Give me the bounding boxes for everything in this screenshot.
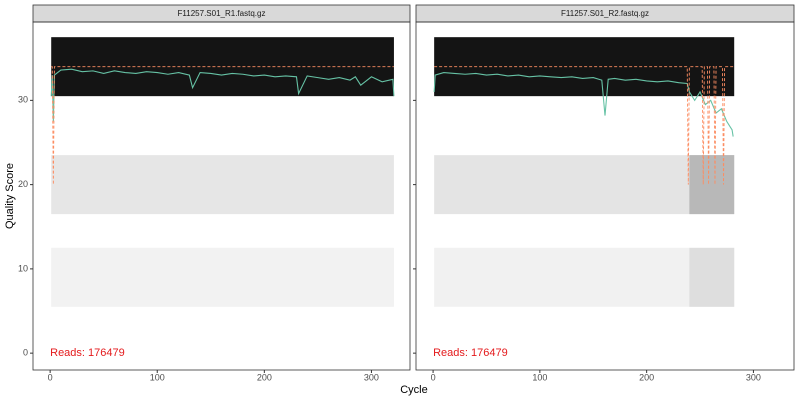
panel-title: F11257.S01_R1.fastq.gz (178, 9, 266, 18)
y-tick-label: 0 (23, 348, 28, 358)
heat-band (51, 247, 394, 307)
quality-line (434, 66, 734, 185)
panel-border (32, 21, 411, 371)
y-axis-label: Quality Score (4, 163, 16, 229)
x-tick-label: 300 (746, 372, 761, 382)
quality-line (433, 72, 734, 137)
quality-line (51, 66, 394, 185)
panel-title: F11257.S01_R2.fastq.gz (561, 9, 649, 18)
heat-band (434, 247, 735, 307)
x-axis-label: Cycle (400, 384, 428, 396)
x-tick-label: 200 (639, 372, 654, 382)
y-tick-label: 10 (18, 263, 28, 273)
reads-annotation: Reads: 176479 (50, 347, 125, 359)
reads-annotation: Reads: 176479 (433, 347, 508, 359)
x-tick-label: 0 (431, 372, 436, 382)
x-tick-label: 0 (48, 372, 53, 382)
x-tick-label: 100 (150, 372, 165, 382)
quality-line (50, 68, 395, 122)
x-tick-label: 100 (532, 372, 547, 382)
heat-band (434, 155, 735, 215)
x-tick-label: 200 (257, 372, 272, 382)
y-tick-label: 20 (18, 179, 28, 189)
heat-band (689, 155, 735, 215)
y-tick-label: 30 (18, 95, 28, 105)
heat-band (689, 247, 735, 307)
heat-band (51, 155, 394, 215)
x-tick-label: 300 (364, 372, 379, 382)
panel-border (415, 21, 795, 371)
